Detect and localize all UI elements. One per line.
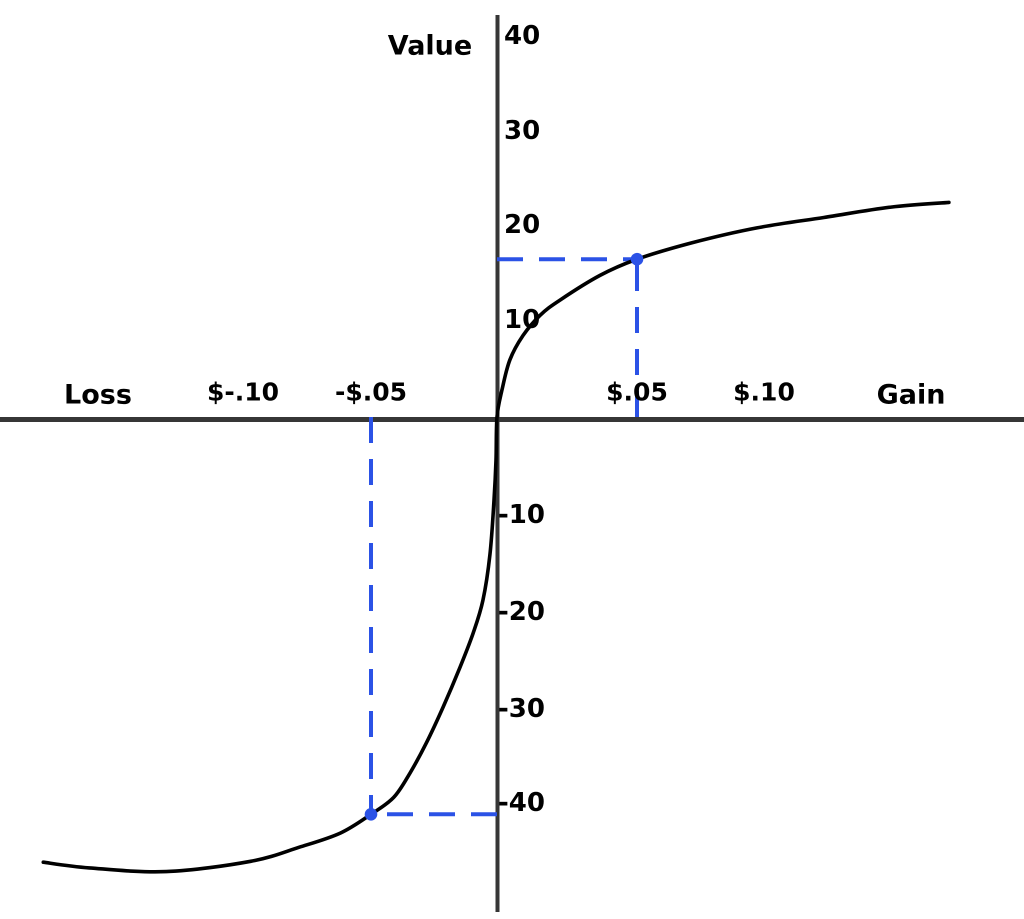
data-point-gain-example — [630, 252, 644, 266]
y-tick-label: 40 — [504, 21, 541, 51]
y-tick-label: -20 — [498, 597, 545, 627]
data-point-loss-example — [364, 807, 378, 821]
y-tick-label: -10 — [498, 500, 545, 530]
x-tick-label: $-.10 — [206, 377, 280, 407]
x-tick-label: $.10 — [733, 377, 795, 407]
y-tick-label: 30 — [504, 116, 541, 146]
y-tick-label: -40 — [498, 788, 545, 818]
x-axis-label-loss: Loss — [64, 379, 132, 411]
x-axis-label-gain: Gain — [876, 379, 946, 411]
value-function-curve — [41, 200, 951, 874]
y-tick-label: -30 — [498, 694, 545, 724]
x-tick-label: -$.05 — [334, 377, 408, 407]
y-tick-label: 20 — [504, 210, 541, 240]
y-axis-title: Value — [387, 30, 473, 62]
x-tick-label: $.05 — [606, 377, 668, 407]
y-tick-label: 10 — [504, 305, 541, 335]
